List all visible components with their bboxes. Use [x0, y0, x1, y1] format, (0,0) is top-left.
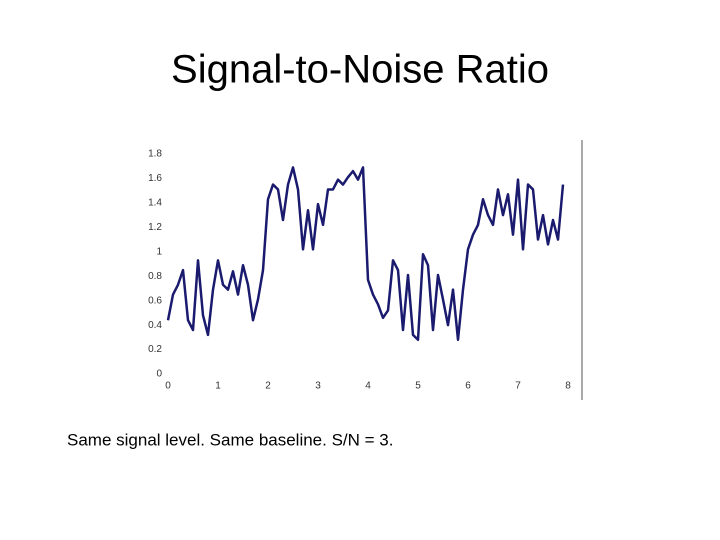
- x-tick-label: 8: [565, 381, 571, 392]
- x-tick-label: 2: [265, 381, 271, 392]
- y-tick-label: 1.8: [148, 149, 162, 160]
- y-tick-label: 1.4: [148, 198, 162, 209]
- y-tick-label: 0.2: [148, 344, 162, 355]
- x-tick-label: 4: [365, 381, 371, 392]
- y-tick-label: 0: [156, 369, 162, 380]
- y-tick-label: 0.8: [148, 271, 162, 282]
- x-tick-label: 5: [415, 381, 421, 392]
- y-tick-label: 0.6: [148, 295, 162, 306]
- x-tick-label: 0: [165, 381, 171, 392]
- slide-title: Signal-to-Noise Ratio: [171, 48, 549, 92]
- x-tick-label: 1: [215, 381, 221, 392]
- x-tick-label: 3: [315, 381, 321, 392]
- caption: Same signal level. Same baseline. S/N = …: [67, 430, 393, 449]
- y-tick-label: 1.6: [148, 173, 162, 184]
- x-tick-label: 7: [515, 381, 521, 392]
- x-tick-label: 6: [465, 381, 471, 392]
- y-tick-label: 0.4: [148, 320, 162, 331]
- y-tick-label: 1.2: [148, 222, 162, 233]
- y-tick-label: 1: [156, 246, 162, 257]
- signal-line: [166, 166, 565, 342]
